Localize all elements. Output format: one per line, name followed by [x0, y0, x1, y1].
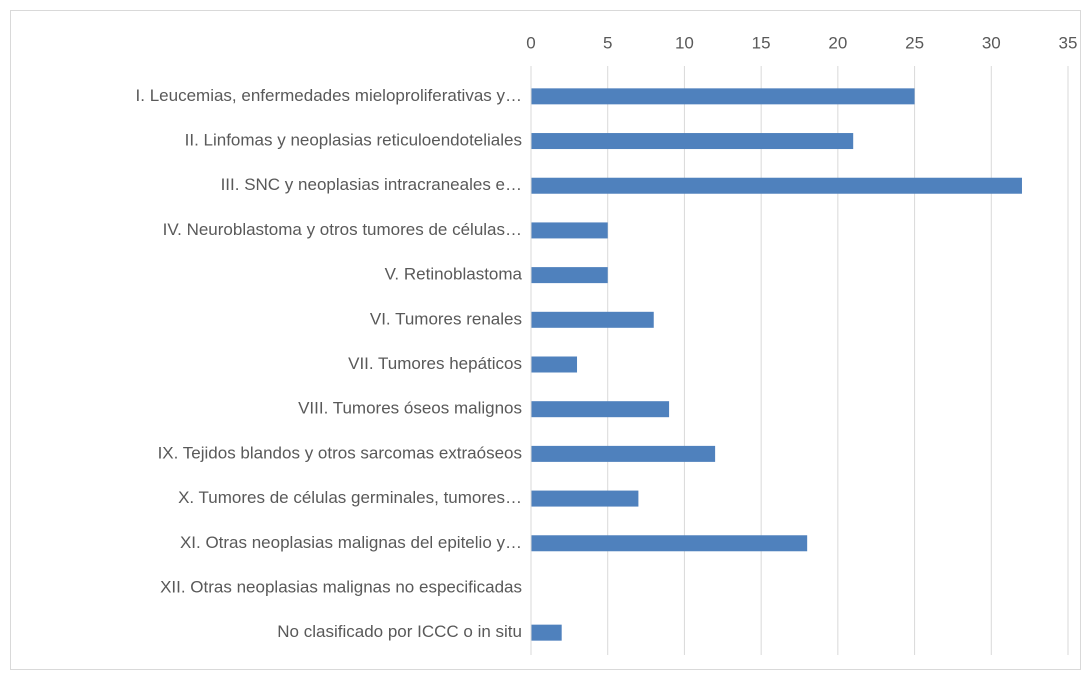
x-tick-label: 35 — [1059, 33, 1078, 52]
bar — [531, 356, 578, 373]
bar — [531, 311, 654, 328]
y-tick-label: XI. Otras neoplasias malignas del epitel… — [180, 533, 522, 552]
bar — [531, 133, 854, 150]
x-tick-label: 25 — [905, 33, 924, 52]
y-tick-label: II. Linfomas y neoplasias reticuloendote… — [185, 131, 522, 150]
x-tick-label: 10 — [675, 33, 694, 52]
bar — [531, 535, 808, 552]
bar — [531, 222, 608, 239]
x-tick-label: 15 — [752, 33, 771, 52]
bar — [531, 401, 670, 418]
y-tick-label: VII. Tumores hepáticos — [348, 354, 522, 373]
y-tick-label: IV. Neuroblastoma y otros tumores de cél… — [163, 220, 522, 239]
bar — [531, 624, 562, 641]
chart-frame — [10, 10, 1081, 670]
bar — [531, 177, 1022, 194]
bar — [531, 267, 608, 284]
x-tick-label: 30 — [982, 33, 1001, 52]
x-tick-label: 0 — [526, 33, 535, 52]
y-tick-label: III. SNC y neoplasias intracraneales e… — [221, 175, 522, 194]
y-tick-label: XII. Otras neoplasias malignas no especi… — [160, 577, 522, 596]
y-tick-label: V. Retinoblastoma — [385, 265, 523, 284]
bar — [531, 88, 915, 105]
bar — [531, 490, 639, 507]
y-tick-label: X. Tumores de células germinales, tumore… — [178, 488, 522, 507]
y-tick-label: I. Leucemias, enfermedades mieloprolifer… — [136, 86, 522, 105]
y-tick-label: VIII. Tumores óseos malignos — [298, 399, 522, 418]
x-tick-label: 5 — [603, 33, 612, 52]
bar — [531, 445, 716, 462]
x-tick-label: 20 — [828, 33, 847, 52]
y-tick-label: VI. Tumores renales — [370, 309, 522, 328]
y-tick-label: IX. Tejidos blandos y otros sarcomas ext… — [158, 443, 522, 462]
y-tick-label: No clasificado por ICCC o in situ — [277, 622, 522, 641]
